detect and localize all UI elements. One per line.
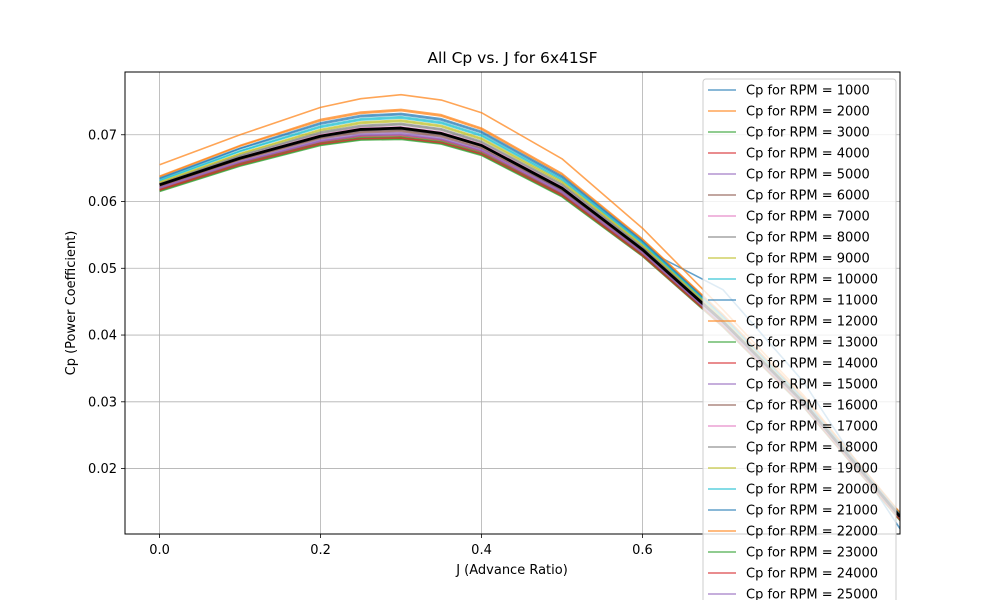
legend-entry: Cp for RPM = 20000 (746, 483, 878, 498)
legend-entry: Cp for RPM = 24000 (746, 567, 878, 582)
legend-entry: Cp for RPM = 3000 (746, 126, 870, 141)
y-tick-label: 0.04 (88, 329, 117, 344)
legend-entry: Cp for RPM = 9000 (746, 252, 870, 267)
legend-entry: Cp for RPM = 1000 (746, 84, 870, 99)
x-tick-label: 0.4 (471, 543, 492, 558)
legend-entry: Cp for RPM = 17000 (746, 420, 878, 435)
legend-entry: Cp for RPM = 6000 (746, 189, 870, 204)
x-tick-label: 0.0 (149, 543, 170, 558)
x-axis-ticks: 0.0 0.2 0.4 0.6 (149, 534, 653, 558)
legend-entry: Cp for RPM = 5000 (746, 168, 870, 183)
x-tick-label: 0.2 (310, 543, 331, 558)
legend-entry: Cp for RPM = 2000 (746, 105, 870, 120)
y-tick-label: 0.05 (88, 262, 117, 277)
legend: Cp for RPM = 1000 Cp for RPM = 2000 Cp for… (702, 78, 897, 600)
legend-entry: Cp for RPM = 18000 (746, 441, 878, 456)
legend-entry: Cp for RPM = 16000 (746, 399, 878, 414)
legend-entry: Cp for RPM = 21000 (746, 504, 878, 519)
y-tick-label: 0.02 (88, 462, 117, 477)
y-axis-label: Cp (Power Coefficient) (64, 231, 79, 376)
legend-entry: Cp for RPM = 15000 (746, 378, 878, 393)
y-tick-label: 0.07 (88, 128, 117, 143)
chart-title: All Cp vs. J for 6x41SF (427, 49, 597, 67)
legend-entry: Cp for RPM = 11000 (746, 294, 878, 309)
legend-entry: Cp for RPM = 4000 (746, 147, 870, 162)
legend-entry: Cp for RPM = 19000 (746, 462, 878, 477)
legend-entry: Cp for RPM = 8000 (746, 231, 870, 246)
legend-entry: Cp for RPM = 25000 (746, 588, 878, 600)
legend-entry: Cp for RPM = 22000 (746, 525, 878, 540)
y-axis-ticks: 0.02 0.03 0.04 0.05 0.06 0.07 (88, 128, 125, 477)
legend-box (702, 78, 897, 600)
legend-entry: Cp for RPM = 13000 (746, 336, 878, 351)
legend-entry: Cp for RPM = 7000 (746, 210, 870, 225)
y-tick-label: 0.03 (88, 395, 117, 410)
legend-entry: Cp for RPM = 10000 (746, 273, 878, 288)
x-axis-label: J (Advance Ratio) (455, 563, 568, 578)
y-tick-label: 0.06 (88, 195, 117, 210)
legend-entry: Cp for RPM = 12000 (746, 315, 878, 330)
legend-entry: Cp for RPM = 23000 (746, 546, 878, 561)
x-tick-label: 0.6 (632, 543, 653, 558)
plot-frame (124, 71, 901, 535)
legend-entry: Cp for RPM = 14000 (746, 357, 878, 372)
